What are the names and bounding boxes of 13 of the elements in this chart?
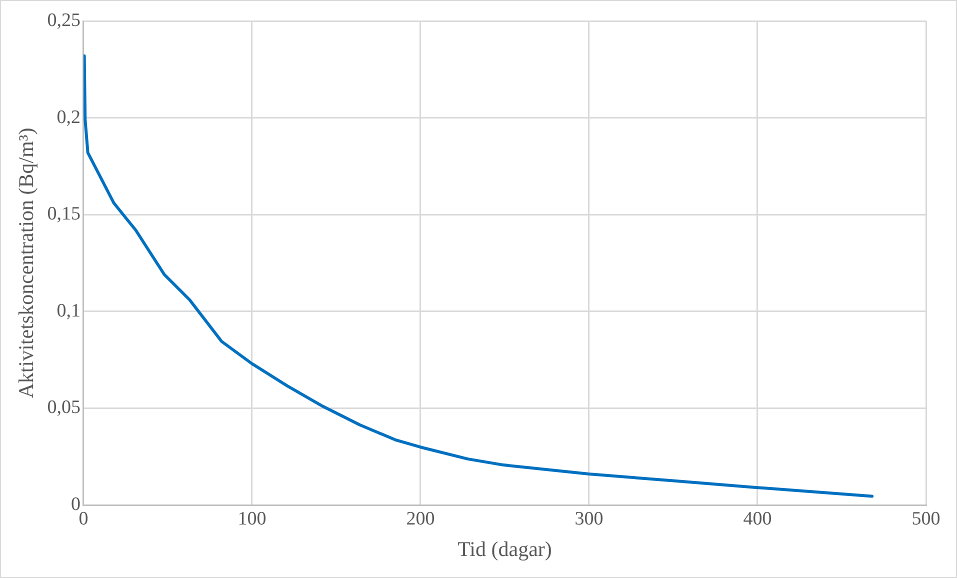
y-tick-label: 0,2 bbox=[56, 106, 80, 128]
y-axis-title: Aktivitetskoncentration (Bq/m³) bbox=[14, 128, 38, 398]
y-tick-label: 0 bbox=[70, 494, 80, 515]
y-tick-label: 0,05 bbox=[47, 397, 80, 418]
y-tick-label: 0,25 bbox=[47, 10, 80, 31]
x-tick-label: 200 bbox=[406, 508, 435, 530]
x-tick-label: 500 bbox=[912, 508, 940, 530]
x-tick-label: 400 bbox=[743, 508, 772, 530]
x-tick-label: 300 bbox=[574, 508, 604, 530]
y-tick-label: 0,15 bbox=[47, 204, 80, 225]
x-axis-title: Tid (dagar) bbox=[458, 536, 552, 561]
y-tick-label: 0,1 bbox=[56, 300, 80, 322]
x-tick-label: 100 bbox=[238, 508, 266, 530]
